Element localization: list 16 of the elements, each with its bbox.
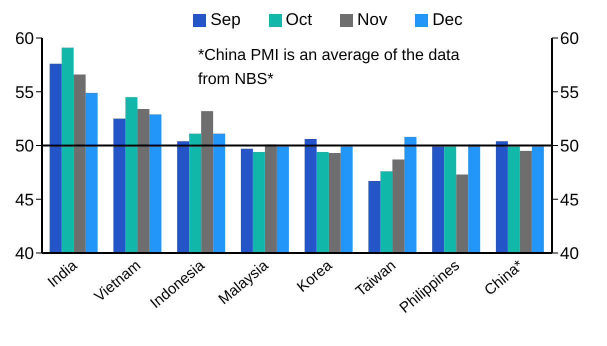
y-tick-label: 55 [15, 82, 34, 102]
x-tick-label: India [44, 256, 81, 291]
legend-label: Oct [286, 10, 312, 30]
y2-tick-label: 55 [560, 82, 579, 102]
y-tick-label: 45 [15, 190, 34, 210]
y2-tick-label: 60 [560, 29, 579, 48]
y2-tick-label: 45 [560, 190, 579, 210]
text: *China PMI is an average of the data from NBS* [198, 47, 460, 88]
y2-tick-label: 50 [560, 136, 579, 156]
legend-label: Nov [357, 10, 388, 30]
y2-tick-label: 40 [560, 244, 579, 264]
y-tick-label: 40 [15, 244, 34, 264]
y-tick-label: 50 [15, 136, 34, 156]
y-tick-label: 60 [15, 29, 34, 48]
legend-label: Sep [210, 10, 241, 30]
legend-label: Dec [432, 10, 463, 30]
